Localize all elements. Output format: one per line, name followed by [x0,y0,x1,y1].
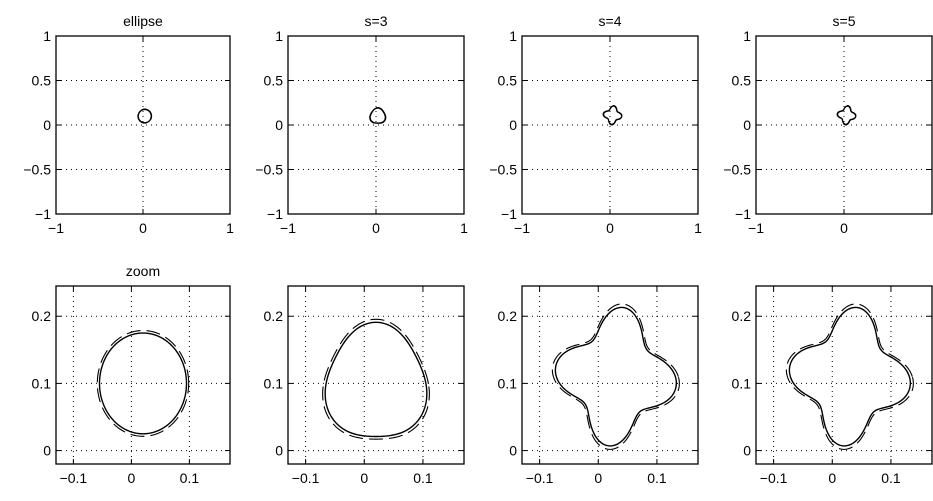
y-tick-label: 0 [43,443,51,459]
axes-box [55,285,231,465]
subplot-6: −0.1 0 0.1 0.2 0.1 0 [264,285,465,486]
x-tick-label: 0.1 [413,470,433,486]
y-tick-label: 0.5 [32,73,52,89]
y-tick-label: 0.5 [498,73,518,89]
y-tick-label: 0.2 [498,308,518,324]
x-tick-label: −1 [280,220,296,236]
subplot-2: −1 0 1 1 0.5 0 −0.5 −1 s=3 [255,13,468,236]
y-tick-label: 1 [43,28,51,44]
subplot-5: −0.1 0 0.1 0.2 0.1 0 zoom [32,263,231,486]
dashed-curve [369,107,387,125]
subplot-title: s=3 [365,13,388,29]
subplot-4: −1 0 1 0.5 0 −0.5 −1 s=5 [723,13,933,236]
y-tick-label: 1 [743,28,751,44]
axes-box [521,285,699,465]
x-tick-label: 0 [828,470,836,486]
y-tick-label: −0.5 [489,162,517,178]
x-tick-label: 0 [840,220,848,236]
dashed-curve [322,318,430,440]
y-tick-label: 0 [743,443,751,459]
y-tick-label: −1 [35,206,51,222]
y-tick-label: −1 [735,206,751,222]
subplot-8: −0.1 0 0.1 0.2 0.1 0 [732,285,933,486]
x-tick-label: 1 [460,220,468,236]
y-tick-label: 0 [743,117,751,133]
y-tick-label: −0.5 [723,162,751,178]
dashed-curve [551,303,680,450]
subplot-title: s=4 [599,13,622,29]
y-tick-label: −1 [267,206,283,222]
dashed-curve [785,303,914,450]
y-tick-label: −0.5 [23,162,51,178]
axes-box [287,285,465,465]
y-tick-label: 0 [275,443,283,459]
axes-box [55,35,231,215]
y-tick-label: 0 [509,117,517,133]
solid-curve [324,321,428,438]
x-tick-label: 0 [594,470,602,486]
x-tick-label: 0 [139,220,147,236]
y-tick-label: 0.1 [498,375,518,391]
y-tick-label: 0.5 [732,73,752,89]
x-tick-label: −1 [48,220,64,236]
dashed-curve [602,105,623,126]
subplot-7: −0.1 0 0.1 0.2 0.1 0 [498,285,699,486]
y-tick-label: −1 [501,206,517,222]
y-tick-label: 0.2 [732,308,752,324]
subplot-title: zoom [126,263,160,279]
x-tick-label: 0 [606,220,614,236]
solid-curve [836,105,857,126]
x-tick-label: 1 [694,220,702,236]
subplot-1: −1 0 1 1 0.5 0 −0.5 −1 ellipse [23,13,234,236]
axes-box [755,35,933,215]
y-tick-label: 1 [509,28,517,44]
subplot-title: ellipse [123,13,163,29]
y-tick-label: 0 [43,117,51,133]
x-tick-label: −1 [748,220,764,236]
x-tick-label: −0.1 [526,470,554,486]
y-tick-label: 0.1 [732,375,752,391]
y-tick-label: 0.2 [264,308,284,324]
y-tick-label: 0 [509,443,517,459]
solid-curve [602,105,623,126]
dashed-curve [836,105,857,126]
x-tick-label: 0 [128,470,136,486]
axes-box [755,285,933,465]
axes-box [521,35,699,215]
x-tick-label: 1 [226,220,234,236]
x-tick-label: 0.1 [180,470,200,486]
solid-curve [788,306,912,447]
x-tick-label: −0.1 [292,470,320,486]
x-tick-label: −0.1 [60,470,88,486]
solid-curve [98,332,188,435]
y-tick-label: 0.5 [264,73,284,89]
dashed-curve [96,329,190,437]
y-tick-label: 0.1 [264,375,284,391]
y-tick-label: 1 [275,28,283,44]
y-tick-label: 0.2 [32,308,52,324]
y-tick-label: 0 [275,117,283,133]
subplot-3: −1 0 1 1 0.5 0 −0.5 −1 s=4 [489,13,702,236]
x-tick-label: 0.1 [647,470,667,486]
subplot-title: s=5 [833,13,856,29]
dashed-curve [137,108,153,124]
x-tick-label: 0.1 [881,470,901,486]
x-tick-label: −1 [514,220,530,236]
y-tick-label: 0.1 [32,375,52,391]
axes-box [287,35,465,215]
x-tick-label: 0 [372,220,380,236]
x-tick-label: 0 [360,470,368,486]
solid-curve [554,306,678,447]
x-tick-label: −0.1 [760,470,788,486]
y-tick-label: −0.5 [255,162,283,178]
